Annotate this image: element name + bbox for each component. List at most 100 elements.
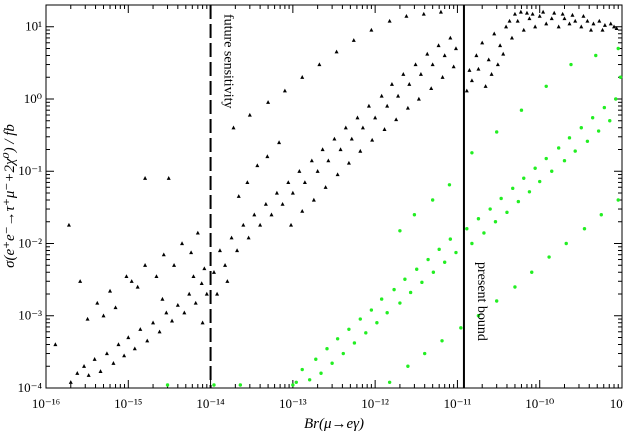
green-point — [392, 287, 396, 292]
triangle-point — [394, 117, 399, 122]
green-point — [602, 105, 607, 110]
triangle-point — [407, 82, 412, 86]
triangle-point — [507, 18, 512, 23]
triangle-point — [425, 51, 430, 56]
triangle-point — [195, 230, 200, 235]
triangle-point — [164, 310, 169, 315]
triangle-point — [138, 327, 143, 331]
green-point — [516, 199, 521, 204]
green-point — [406, 364, 410, 368]
triangle-point — [608, 21, 613, 26]
green-point — [307, 378, 312, 382]
green-point — [527, 190, 532, 194]
green-point — [347, 327, 351, 331]
green-point — [408, 290, 413, 295]
triangle-point — [231, 125, 236, 130]
triangle-point — [129, 279, 134, 283]
triangle-point — [418, 72, 423, 76]
green-point — [618, 75, 623, 79]
triangle-point — [396, 93, 401, 98]
triangle-point — [360, 125, 365, 130]
triangle-point — [483, 84, 488, 88]
green-point — [165, 383, 170, 387]
triangle-point — [346, 160, 351, 165]
triangle-point — [280, 201, 285, 206]
triangle-point — [588, 27, 593, 32]
triangle-point — [518, 9, 523, 14]
triangle-point — [430, 62, 435, 67]
y-axis-label: σ(e⁺e⁻→τ⁺μ⁻+2χ⁰) / fb — [2, 124, 18, 268]
triangle-point — [549, 16, 554, 21]
triangle-point — [385, 103, 390, 108]
triangle-point — [524, 10, 529, 15]
triangle-point — [379, 93, 384, 98]
triangle-point — [66, 222, 71, 227]
triangle-point — [245, 180, 250, 185]
triangle-point — [300, 208, 305, 213]
green-point — [564, 241, 568, 246]
green-point — [422, 351, 427, 356]
triangle-point — [438, 9, 443, 14]
triangle-point — [323, 185, 328, 189]
triangle-point — [101, 313, 106, 318]
green-point — [573, 149, 577, 153]
triangle-point — [533, 24, 538, 29]
triangle-point — [560, 11, 565, 16]
triangle-point — [366, 103, 371, 108]
triangle-point — [143, 263, 148, 267]
x-tick-label: 10⁻¹⁴ — [196, 396, 225, 411]
triangle-point — [290, 190, 295, 195]
triangle-point — [160, 296, 165, 301]
triangle-point — [241, 222, 246, 227]
x-tick-label: 10⁻¹¹ — [444, 396, 472, 411]
triangle-point — [172, 263, 177, 267]
green-point — [470, 151, 474, 155]
triangle-point — [373, 115, 378, 120]
green-point — [442, 260, 447, 264]
green-point — [431, 270, 436, 274]
triangle-point — [521, 27, 526, 32]
triangle-point — [515, 18, 520, 23]
triangle-point — [326, 158, 331, 163]
triangle-point — [315, 169, 320, 173]
green-point — [594, 53, 598, 58]
green-point — [335, 337, 340, 341]
green-point — [544, 156, 548, 161]
triangle-point — [154, 274, 159, 279]
triangle-point — [82, 364, 87, 368]
triangle-point — [246, 235, 251, 240]
green-point — [420, 280, 424, 285]
triangle-point — [143, 176, 148, 180]
triangle-point — [189, 250, 194, 255]
green-point — [369, 308, 374, 312]
triangle-point — [225, 279, 230, 283]
triangle-point — [512, 11, 517, 16]
triangle-point — [358, 148, 363, 153]
triangle-point — [332, 136, 337, 141]
triangle-point — [562, 16, 567, 21]
triangle-point — [527, 16, 532, 21]
present-bound-label: present bound — [474, 262, 489, 341]
triangle-point — [297, 169, 302, 173]
triangle-point — [552, 10, 557, 15]
triangle-point — [311, 197, 316, 202]
triangle-point — [573, 18, 578, 23]
triangle-point — [95, 300, 100, 305]
triangle-point — [343, 125, 348, 130]
x-axis-label: Br(μ→eγ) — [304, 416, 364, 432]
triangle-point — [215, 291, 220, 296]
triangle-point — [211, 270, 216, 274]
triangle-point — [453, 46, 458, 51]
triangle-point — [370, 137, 375, 142]
green-point — [341, 351, 345, 356]
green-point — [398, 301, 402, 305]
green-point — [562, 158, 567, 163]
green-point — [314, 357, 318, 361]
green-point — [437, 247, 441, 252]
green-point — [385, 311, 389, 315]
triangle-point — [113, 305, 118, 310]
green-point — [599, 213, 603, 217]
triangle-point — [166, 176, 171, 180]
triangle-point — [200, 320, 205, 325]
triangle-point — [78, 279, 83, 283]
